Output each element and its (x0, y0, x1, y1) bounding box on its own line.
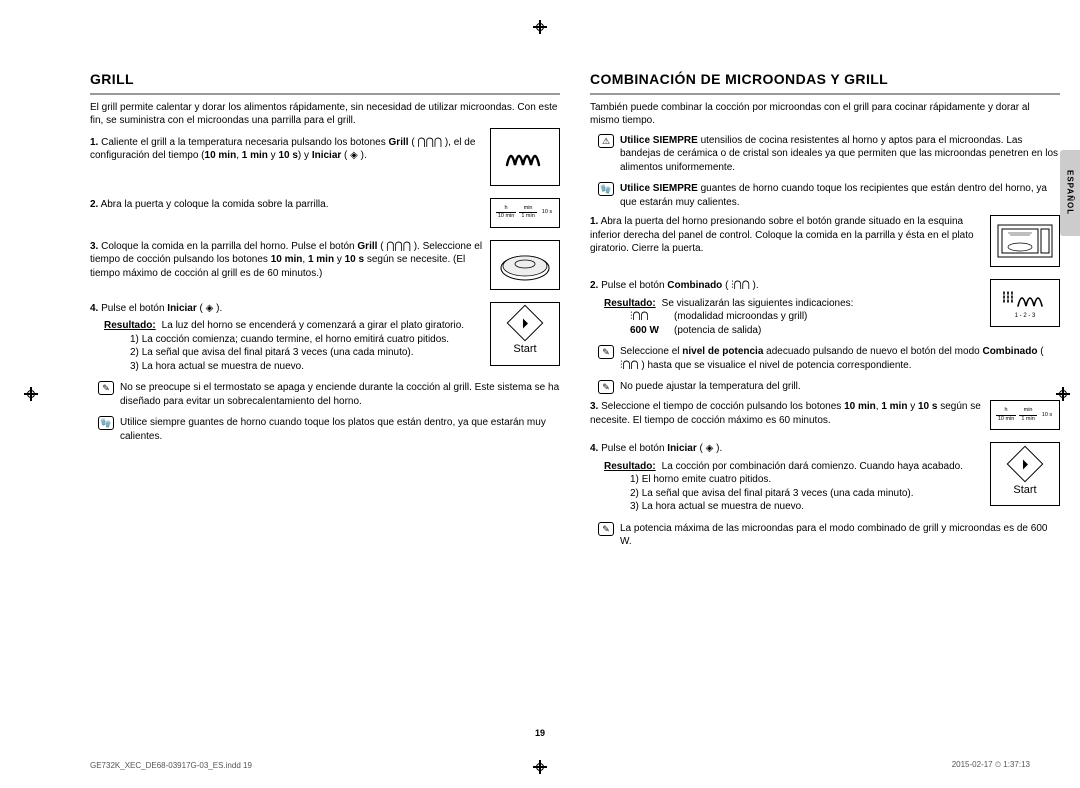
note-power-level: ✎ Seleccione el nivel de potencia adecua… (590, 345, 1060, 372)
resultado-row: Resultado: La cocción por combinación da… (590, 460, 984, 474)
start-diamond-icon: ⏵ (1007, 446, 1044, 483)
resultado-row: Resultado: Se visualizarán las siguiente… (590, 297, 984, 311)
registration-mark-top (533, 20, 547, 34)
combi-intro: También puede combinar la cocción por mi… (590, 101, 1060, 128)
registration-mark-bottom (533, 760, 547, 774)
title-rule (590, 93, 1060, 95)
language-tab: ESPAÑOL (1060, 150, 1080, 236)
grill-intro: El grill permite calentar y dorar los al… (90, 101, 560, 128)
note-icon: ✎ (598, 522, 614, 536)
right-column: COMBINACIÓN DE MICROONDAS Y GRILL Tambié… (590, 70, 1060, 738)
glove-icon: 🧤 (598, 182, 614, 196)
section-title-combi: COMBINACIÓN DE MICROONDAS Y GRILL (590, 70, 1060, 89)
start-label: Start (1013, 483, 1036, 498)
note-icon: ✎ (98, 381, 114, 395)
glove-icon: 🧤 (98, 416, 114, 430)
left-column: GRILL El grill permite calentar y dorar … (90, 70, 560, 738)
combi-sub-label: 1 - 2 - 3 (1015, 312, 1036, 320)
start-label: Start (513, 342, 536, 357)
figure-microwave (990, 215, 1060, 267)
figure-start-button: ⏵ Start (490, 302, 560, 366)
start-diamond-icon: ⏵ (507, 305, 544, 342)
page-number: 19 (535, 728, 545, 738)
page-content: GRILL El grill permite calentar y dorar … (90, 70, 1060, 738)
footer-timestamp: 2015-02-17 ⏲ 1:37:13 (952, 760, 1030, 770)
footer-filename: GE732K_XEC_DE68-03917G-03_ES.indd 19 (90, 761, 252, 770)
title-rule (90, 93, 560, 95)
registration-mark-left (24, 387, 38, 401)
note-max-power: ✎ La potencia máxima de las microondas p… (590, 522, 1060, 549)
figure-start-button: ⏵ Start (990, 442, 1060, 506)
note-gloves: 🧤 Utilice siempre guantes de horno cuand… (90, 416, 560, 443)
caution-icon: ⚠ (598, 134, 614, 148)
figure-combi-icon: 1 - 2 - 3 (990, 279, 1060, 327)
note-grill-temp: ✎ No puede ajustar la temperatura del gr… (590, 380, 1060, 394)
figure-grill-wave-icon (490, 128, 560, 186)
warn-utensils: ⚠ Utilice SIEMPRE utensilios de cocina r… (590, 134, 1060, 175)
resultado-row: Resultado: La luz del horno se encenderá… (90, 319, 484, 333)
note-icon: ✎ (598, 380, 614, 394)
section-title-grill: GRILL (90, 70, 560, 89)
note-icon: ✎ (598, 345, 614, 359)
figure-time-buttons: h10 min min1 min 10 s (490, 198, 560, 228)
note-thermostat: ✎ No se preocupe si el termostato se apa… (90, 381, 560, 408)
figure-plate (490, 240, 560, 290)
warn-gloves: 🧤 Utilice SIEMPRE guantes de horno cuand… (590, 182, 1060, 209)
figure-time-buttons: h10 min min1 min 10 s (990, 400, 1060, 430)
